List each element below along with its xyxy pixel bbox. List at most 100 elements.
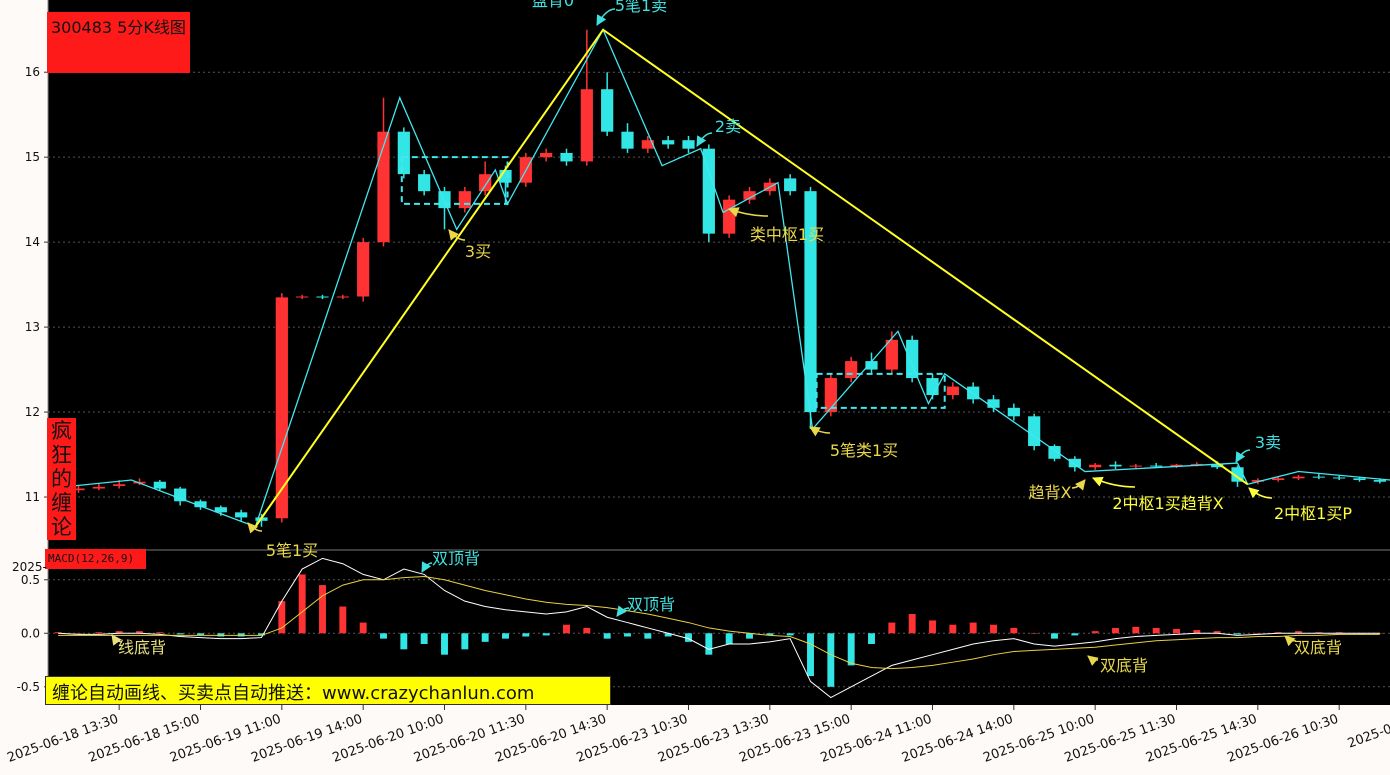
candle-body — [580, 89, 593, 162]
y-tick-label: 15 — [25, 150, 40, 164]
candle-body — [784, 178, 797, 192]
candle-body — [1089, 464, 1102, 468]
macd-bar — [237, 633, 245, 637]
macd-bar — [685, 633, 692, 642]
candle-body — [1068, 458, 1081, 468]
candle-body — [1211, 463, 1224, 468]
candle-body — [946, 386, 959, 396]
macd-bar — [1335, 632, 1343, 634]
candle-body — [174, 488, 187, 502]
macd-bar — [95, 632, 103, 634]
macd-bar — [766, 633, 774, 636]
candle-body — [641, 140, 654, 149]
macd-bar — [563, 624, 570, 634]
macd-bar — [176, 633, 184, 635]
candle-body — [824, 378, 837, 413]
annotation: 5笔1买 — [266, 541, 318, 560]
annotation: 2卖 — [715, 117, 741, 136]
macd-bar — [644, 633, 652, 639]
candle-body — [1333, 477, 1346, 479]
annotation: 3卖 — [1255, 433, 1281, 452]
y-tick-label: 16 — [25, 65, 40, 79]
macd-bar — [868, 633, 875, 644]
macd-bar — [359, 622, 367, 634]
annotation: 3买 — [465, 242, 491, 261]
macd-bar — [1315, 632, 1323, 634]
candle-body — [987, 399, 1000, 408]
macd-title: MACD(12,26,9) — [45, 549, 146, 569]
zhongshu-box — [815, 372, 946, 409]
macd-bar — [1152, 627, 1160, 634]
dif-line — [58, 557, 1380, 699]
y-tick-label: 0.0 — [21, 626, 40, 640]
macd-bar — [1051, 633, 1058, 639]
macd-bar — [624, 633, 631, 637]
annotation-arrow — [1284, 635, 1297, 647]
macd-bar — [725, 633, 733, 644]
plot-background — [48, 0, 1390, 705]
candle-body — [357, 242, 370, 297]
macd-bar — [217, 633, 225, 637]
macd-bar — [949, 624, 957, 634]
macd-bar — [908, 614, 916, 634]
macd-bar — [583, 627, 591, 634]
macd-bar — [75, 633, 82, 634]
candle-body — [418, 174, 431, 192]
candle-body — [214, 507, 227, 513]
annotation: 类中枢1买 — [750, 225, 824, 244]
candle-body — [560, 152, 573, 162]
candle-body — [1190, 463, 1203, 465]
candle-body — [194, 501, 207, 508]
candle-body — [296, 296, 309, 298]
annotation: 2中枢1买P — [1274, 504, 1352, 523]
candle-body — [1373, 480, 1386, 482]
candle-body — [601, 89, 614, 132]
macd-bar — [1010, 627, 1018, 634]
y-tick-label: 14 — [25, 235, 40, 249]
dea-line — [58, 576, 1380, 670]
macd-bar — [1030, 633, 1038, 634]
candle-body — [723, 199, 736, 234]
candle-body — [1109, 464, 1122, 467]
macd-bar — [847, 633, 855, 666]
macd-bar — [136, 631, 143, 634]
candle-body — [275, 297, 288, 519]
macd-bar — [481, 633, 489, 642]
annotation-arrow — [616, 605, 630, 617]
macd-bar — [1132, 626, 1140, 634]
annotation: 趋背X — [1029, 483, 1072, 502]
y-tick-label: 12 — [25, 405, 40, 419]
candle-body — [662, 140, 675, 145]
macd-bar — [1295, 631, 1302, 634]
macd-bar — [807, 633, 814, 677]
candle-body — [153, 481, 166, 489]
annotation-arrow — [1235, 449, 1251, 463]
candle-body — [479, 174, 492, 192]
chart-title: 300483 5分K线图 — [47, 12, 190, 73]
macd-bar — [339, 606, 347, 634]
candle-body — [458, 191, 471, 209]
candle-body — [1272, 478, 1285, 481]
macd-bar — [603, 633, 611, 639]
annotation-arrow — [1071, 479, 1086, 491]
candle-body — [1028, 416, 1041, 447]
cut-label: 2025- — [12, 560, 47, 574]
candle-body — [336, 296, 349, 298]
macd-bar — [54, 632, 62, 634]
macd-bar — [1193, 630, 1201, 634]
candle-body — [1007, 407, 1020, 417]
annotation: 2中枢1买趋背X — [1112, 494, 1223, 513]
candle-body — [1251, 480, 1264, 482]
candle-body — [1150, 465, 1163, 467]
macd-bar — [461, 633, 469, 650]
macd-bar — [1071, 633, 1079, 636]
candle-body — [235, 512, 248, 518]
segment-line — [254, 28, 1249, 528]
side-label: 疯狂的缠论 — [47, 418, 76, 540]
macd-bar — [400, 633, 408, 650]
macd-bar — [786, 633, 794, 636]
macd-bar — [1091, 631, 1099, 634]
macd-bar — [115, 631, 123, 634]
y-tick-label: -0.5 — [17, 680, 40, 694]
candle-body — [72, 488, 85, 491]
